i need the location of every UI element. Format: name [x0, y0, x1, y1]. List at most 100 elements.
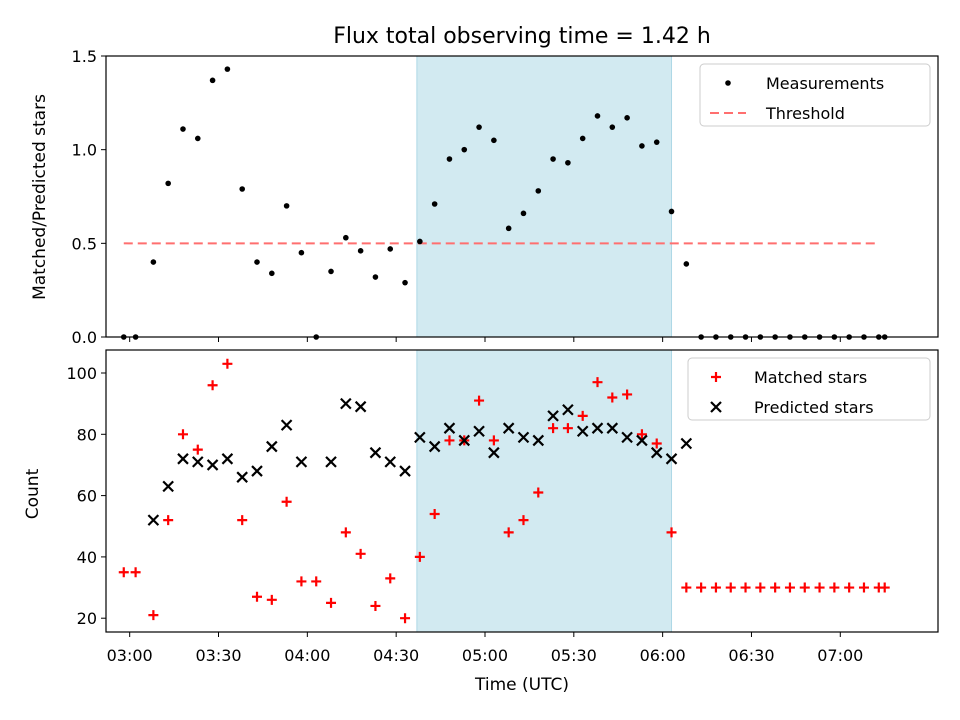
x-tick-label: 06:00	[640, 646, 686, 665]
matched-star-point	[562, 423, 573, 434]
x-tick-label: 03:00	[107, 646, 153, 665]
predicted-star-point	[192, 456, 204, 468]
predicted-star-point	[517, 431, 530, 444]
matched-star-point	[533, 487, 544, 498]
y-axis-label-count: Count	[23, 468, 43, 519]
measurement-point	[283, 203, 290, 209]
measurement-point	[505, 225, 512, 232]
predicted-star-point	[354, 400, 367, 413]
x-tick-label: 06:30	[728, 646, 774, 665]
legend-label: Predicted stars	[754, 398, 874, 417]
measurement-point	[239, 186, 245, 192]
predicted-star-point	[547, 410, 559, 422]
predicted-star-point	[680, 437, 693, 450]
matched-star-point	[118, 567, 129, 578]
matched-star-point	[696, 582, 707, 593]
matched-star-point	[281, 496, 292, 507]
matched-star-point	[192, 444, 203, 455]
matched-star-point	[163, 515, 174, 526]
matched-star-point	[296, 576, 307, 587]
legend-marker-matched	[711, 372, 721, 382]
axes-frame	[105, 349, 939, 633]
predicted-star-point	[221, 453, 234, 465]
matched-star-point	[177, 429, 188, 440]
predicted-star-point	[458, 434, 471, 447]
matched-star-point	[622, 389, 633, 400]
matched-star-point	[370, 600, 381, 611]
x-tick-label: 04:00	[284, 646, 330, 665]
matched-star-point	[148, 610, 159, 621]
matched-star-point	[784, 582, 795, 593]
predicted-star-point	[325, 456, 337, 468]
y-tick-label: 80	[77, 425, 97, 444]
measurement-point	[639, 143, 645, 149]
predicted-star-point	[280, 419, 293, 431]
measurement-point	[165, 180, 171, 187]
matched-star-point	[311, 576, 322, 587]
y-tick-label: 0.5	[72, 234, 97, 253]
predicted-star-point	[591, 422, 604, 434]
measurement-point	[224, 66, 231, 72]
predicted-star-point	[488, 446, 500, 459]
matched-star-point	[222, 358, 233, 369]
predicted-star-point	[414, 431, 426, 444]
matched-star-point	[666, 527, 677, 538]
measurement-point	[150, 259, 157, 265]
measurement-point	[328, 268, 334, 275]
predicted-star-point	[266, 440, 278, 453]
measurement-point	[357, 248, 364, 254]
measurement-point	[269, 270, 275, 277]
measurement-point	[254, 259, 260, 265]
predicted-star-point	[636, 434, 648, 447]
y-tick-label: 1.5	[72, 47, 97, 66]
matched-star-point	[355, 548, 366, 559]
matched-star-point	[385, 573, 396, 584]
matched-star-point	[592, 377, 603, 388]
matched-star-point	[636, 429, 647, 440]
measurement-point	[431, 201, 438, 207]
predicted-star-point	[606, 422, 619, 434]
measurement-point	[683, 261, 690, 267]
predicted-star-point	[206, 459, 219, 471]
measurement-point	[298, 249, 305, 256]
matched-star-point	[844, 582, 855, 593]
legend-label: Matched stars	[754, 368, 867, 387]
predicted-star-point	[399, 465, 411, 477]
observing-window-band	[416, 55, 673, 338]
measurement-point	[387, 246, 394, 252]
measurement-point	[520, 210, 527, 217]
matched-star-point	[799, 582, 810, 593]
legend: Measurements Threshold	[699, 63, 931, 127]
matched-star-point	[518, 515, 529, 526]
measurement-point	[565, 159, 571, 166]
matched-star-point	[252, 591, 263, 602]
matched-star-point	[474, 395, 485, 406]
matched-star-point	[237, 515, 248, 526]
matched-star-point	[207, 380, 218, 391]
measurement-point	[343, 234, 349, 241]
matched-star-point	[770, 582, 781, 593]
matched-star-point	[340, 527, 351, 538]
predicted-star-point	[621, 431, 633, 444]
measurement-point	[402, 279, 408, 286]
ratio-panel: 0.0 0.5 1.0 1.5 Measurements Threshold	[72, 47, 939, 347]
x-tick-label: 07:00	[817, 646, 863, 665]
matched-star-point	[414, 551, 425, 562]
measurement-point	[609, 124, 616, 130]
y-tick-label: 100	[66, 364, 97, 383]
x-axis-label: Time (UTC)	[474, 675, 569, 695]
matched-star-point	[651, 438, 662, 449]
predicted-star-point	[369, 446, 382, 459]
matched-star-point	[725, 582, 736, 593]
matched-star-point	[130, 567, 141, 578]
matched-star-point	[858, 582, 869, 593]
legend-box	[687, 357, 931, 421]
predicted-star-point	[162, 480, 174, 493]
y-tick-label: 60	[77, 487, 97, 506]
measurement-point	[461, 146, 468, 153]
y-tick-label: 40	[77, 548, 97, 567]
x-tick-label: 04:30	[373, 646, 419, 665]
predicted-star-point	[236, 471, 248, 483]
measurement-point	[653, 139, 660, 145]
